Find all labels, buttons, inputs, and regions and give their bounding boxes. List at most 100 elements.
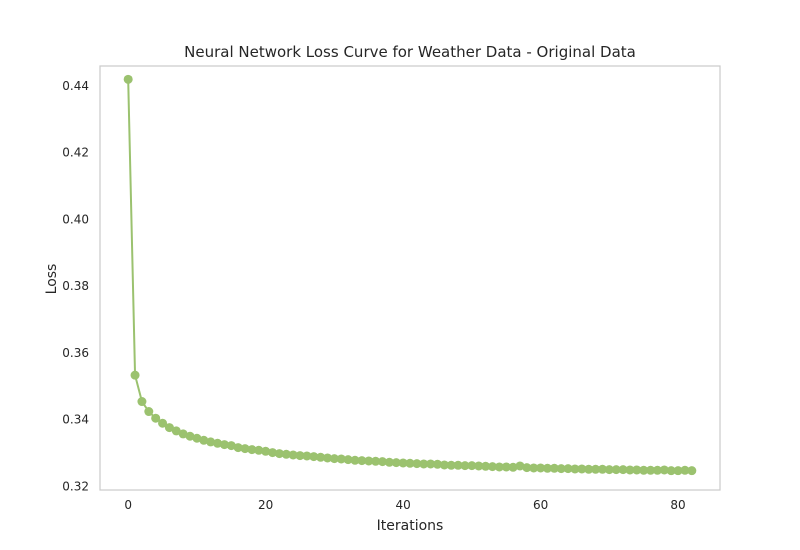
x-axis-label: Iterations [377,518,444,534]
data-point [577,464,587,474]
data-point [467,461,477,471]
data-point [350,455,360,465]
data-point [371,456,381,466]
data-point [597,464,607,474]
data-point [343,455,353,465]
data-point [522,463,532,473]
data-point [652,465,662,475]
data-point [144,407,154,417]
data-point [151,413,161,423]
data-point [378,457,388,467]
y-tick-label: 0.40 [62,212,89,226]
plot-frame [99,65,721,491]
data-point [481,461,491,471]
data-point [501,462,511,472]
data-point [549,463,559,473]
data-point [364,456,374,466]
data-point [329,454,339,464]
data-point [391,458,401,468]
data-point [316,452,326,462]
data-point [591,464,601,474]
data-point [171,426,181,436]
data-point [158,418,168,428]
data-point [680,465,690,475]
data-point [666,466,676,476]
data-point [384,457,394,467]
data-point [625,465,635,475]
data-point [137,397,147,407]
data-point [426,459,436,469]
data-point [453,460,463,470]
data-point [164,423,174,433]
data-point [439,460,449,470]
data-point [508,462,518,472]
data-point [295,451,305,461]
data-point [336,454,346,464]
y-tick-label: 0.34 [62,413,89,427]
data-point [687,466,697,476]
data-point [323,453,333,463]
markers-layer [123,74,697,476]
data-point [611,465,621,475]
data-point [460,461,470,471]
data-point [254,445,264,455]
data-point [302,451,312,461]
data-point [618,465,628,475]
data-point [494,462,504,472]
data-point [261,446,271,456]
chart-title: Neural Network Loss Curve for Weather Da… [184,43,636,61]
x-tick-label: 0 [124,498,132,512]
data-point [233,443,243,453]
data-point [446,460,456,470]
y-axis-label: Loss [44,264,60,295]
data-point [515,461,525,471]
x-axis-ticks: 0 20 40 60 80 [124,498,685,512]
data-point [604,465,614,475]
data-point [206,437,216,447]
data-point [178,429,188,439]
y-tick-label: 0.44 [62,79,89,93]
data-point [584,464,594,474]
x-tick-label: 80 [670,498,685,512]
data-point [219,440,229,450]
y-axis-ticks: 0.32 0.34 0.36 0.38 0.40 0.42 0.44 [62,79,89,494]
data-point [185,431,195,441]
data-point [226,441,236,451]
data-point [632,465,642,475]
y-tick-label: 0.36 [62,346,89,360]
data-point [405,458,415,468]
data-point [542,463,552,473]
data-point [123,74,133,84]
data-point [247,445,257,455]
data-point [213,438,223,448]
data-point [639,465,649,475]
data-point [474,461,484,471]
y-tick-label: 0.38 [62,279,89,293]
data-point [570,464,580,474]
data-point [412,459,422,469]
data-point [192,433,202,443]
data-point [240,444,250,454]
y-tick-label: 0.32 [62,479,89,493]
data-point [487,462,497,472]
data-point [673,466,683,476]
data-point [529,463,539,473]
plot-background [100,66,720,490]
data-point [419,459,429,469]
data-point [563,464,573,474]
data-point [357,456,367,466]
data-point [309,452,319,462]
x-tick-label: 20 [258,498,273,512]
data-point [556,464,566,474]
x-tick-label: 60 [533,498,548,512]
data-point [130,370,140,380]
x-tick-label: 40 [395,498,410,512]
data-point [646,465,656,475]
data-point [268,448,278,458]
data-point [659,465,669,475]
data-point [398,458,408,468]
data-point [432,459,442,469]
data-point [199,435,209,445]
data-point [281,449,291,459]
